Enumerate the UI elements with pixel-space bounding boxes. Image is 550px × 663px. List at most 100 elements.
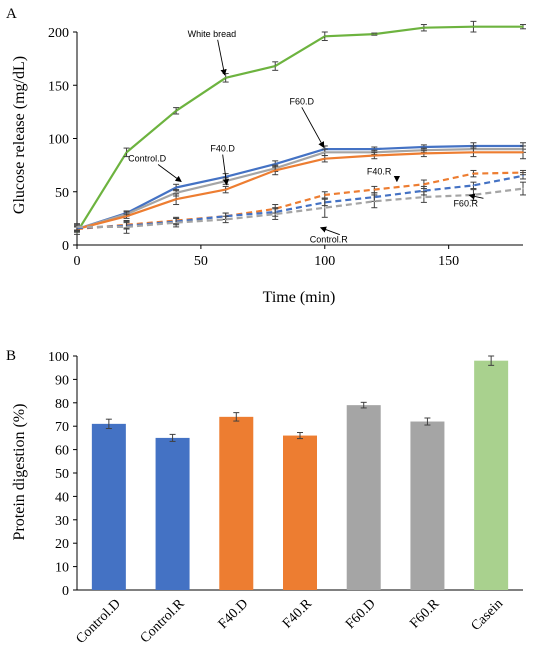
category-label-f40-d: F40.D (216, 596, 252, 632)
annotation-label: F60.D (290, 96, 315, 106)
series-line-control-r (77, 187, 524, 228)
panel-a-x-tick-label: 50 (194, 254, 208, 269)
series-f40-d (74, 145, 526, 232)
bar-control-d (91, 423, 126, 590)
data-point (323, 206, 326, 209)
annotation-white-bread: White bread (188, 29, 237, 76)
panel-b-y-tick-label: 20 (55, 537, 69, 552)
panel-b-y-tick-label: 90 (55, 373, 69, 388)
data-point (472, 25, 475, 28)
data-point (175, 110, 177, 112)
panel-b-y-tick-label: 10 (55, 561, 69, 576)
bar-group-control-r (155, 433, 190, 590)
panel-a-label: A (6, 6, 17, 22)
panel-b-y-tick-label: 30 (55, 514, 69, 529)
annotation-arrow (468, 193, 484, 200)
data-point (323, 194, 326, 196)
data-point (522, 151, 524, 154)
annotation-f60-r: F60.R (453, 193, 484, 208)
annotation-control-d: Control.D (128, 153, 182, 183)
panel-a-line-chart: A Glucose release (mg/dL) Time (min) 0 50… (6, 6, 526, 306)
data-point (423, 152, 425, 155)
bar-group-f60-d (346, 401, 381, 590)
annotation-arrow (217, 39, 227, 76)
bar-f60-r (410, 421, 445, 590)
bar-group-control-d (91, 418, 126, 590)
panel-a-y-tick-label: 100 (48, 133, 69, 148)
data-point (423, 26, 425, 29)
data-point (175, 221, 177, 224)
data-point (522, 174, 524, 177)
data-point (373, 33, 376, 35)
bar-casein (474, 360, 509, 590)
annotation-label: Control.D (128, 153, 167, 163)
category-label-f60-d: F60.D (343, 596, 379, 632)
data-point (472, 172, 475, 175)
data-point (423, 196, 425, 198)
bar-group-f40-d (219, 412, 254, 590)
annotation-label: Control.R (310, 235, 349, 245)
category-label-control-d: Control.D (73, 596, 123, 646)
panel-b-y-tick-label: 100 (48, 350, 69, 365)
panel-a-y-tick-label: 0 (62, 239, 69, 254)
bar-control-r (155, 437, 190, 590)
series-control-r (74, 181, 526, 234)
data-point (423, 183, 425, 186)
panel-a-y-tick-label: 50 (55, 186, 69, 201)
data-point (274, 169, 277, 172)
bar-f60-d (346, 405, 381, 590)
data-point (175, 186, 177, 189)
data-point (373, 148, 376, 150)
category-label-casein: Casein (469, 596, 507, 634)
bar-group-f40-r (283, 432, 317, 590)
panel-b-y-tick-label: 50 (55, 467, 69, 482)
panel-a-x-tick-label: 0 (74, 254, 81, 269)
category-label-control-r: Control.R (138, 596, 188, 646)
annotation-arrow (222, 154, 230, 186)
annotation-arrow (157, 164, 182, 183)
data-point (274, 65, 277, 67)
panel-b-label: B (6, 348, 16, 364)
data-point (373, 188, 376, 191)
panel-b-y-tick-label: 80 (55, 397, 69, 412)
data-point (224, 76, 227, 79)
data-point (472, 194, 475, 196)
category-label-f60-r: F60.R (407, 596, 443, 632)
data-point (472, 184, 475, 187)
data-point (423, 146, 425, 148)
data-point (125, 151, 128, 154)
data-point (423, 189, 425, 192)
data-point (522, 187, 524, 190)
data-point (323, 151, 326, 154)
panel-a-y-axis-label: Glucose release (mg/dL) (11, 56, 28, 214)
bar-f40-d (219, 416, 254, 590)
panel-b-y-tick-label: 70 (55, 420, 69, 435)
panel-b-y-tick-label: 40 (55, 490, 69, 505)
panel-a-annotations: White bread Control.D F40.D F60.D F40.R F60.R… (128, 29, 484, 245)
data-point (175, 192, 177, 194)
annotation-f60-d: F60.D (290, 96, 325, 149)
data-point (274, 163, 277, 165)
series-line-control-d (76, 144, 523, 231)
category-label-f40-r: F40.R (280, 596, 316, 632)
annotation-label: White bread (188, 29, 237, 39)
panel-b-y-axis-label: Protein digestion (%) (11, 404, 28, 541)
data-point (522, 25, 524, 28)
annotation-label: F40.R (367, 166, 392, 176)
annotation-f40-d: F40.D (210, 144, 235, 186)
data-point (76, 226, 78, 228)
panel-a-y-tick-label: 200 (48, 26, 69, 41)
series-line-f60-d (76, 148, 523, 231)
data-point (274, 213, 277, 215)
data-point (472, 151, 475, 154)
panel-b-bar-chart: B Protein digestion (%) 0 10 20 30 40 50 60 70 8… (6, 348, 523, 647)
series-line-f40-d (76, 151, 523, 231)
panel-a-x-axis-label: Time (min) (263, 289, 336, 306)
annotation-f40-r: F40.R (367, 166, 401, 183)
annotation-arrow (301, 107, 325, 149)
annotation-label: F60.R (453, 198, 478, 208)
data-point (323, 35, 326, 38)
data-point (175, 198, 177, 201)
data-point (125, 226, 128, 228)
